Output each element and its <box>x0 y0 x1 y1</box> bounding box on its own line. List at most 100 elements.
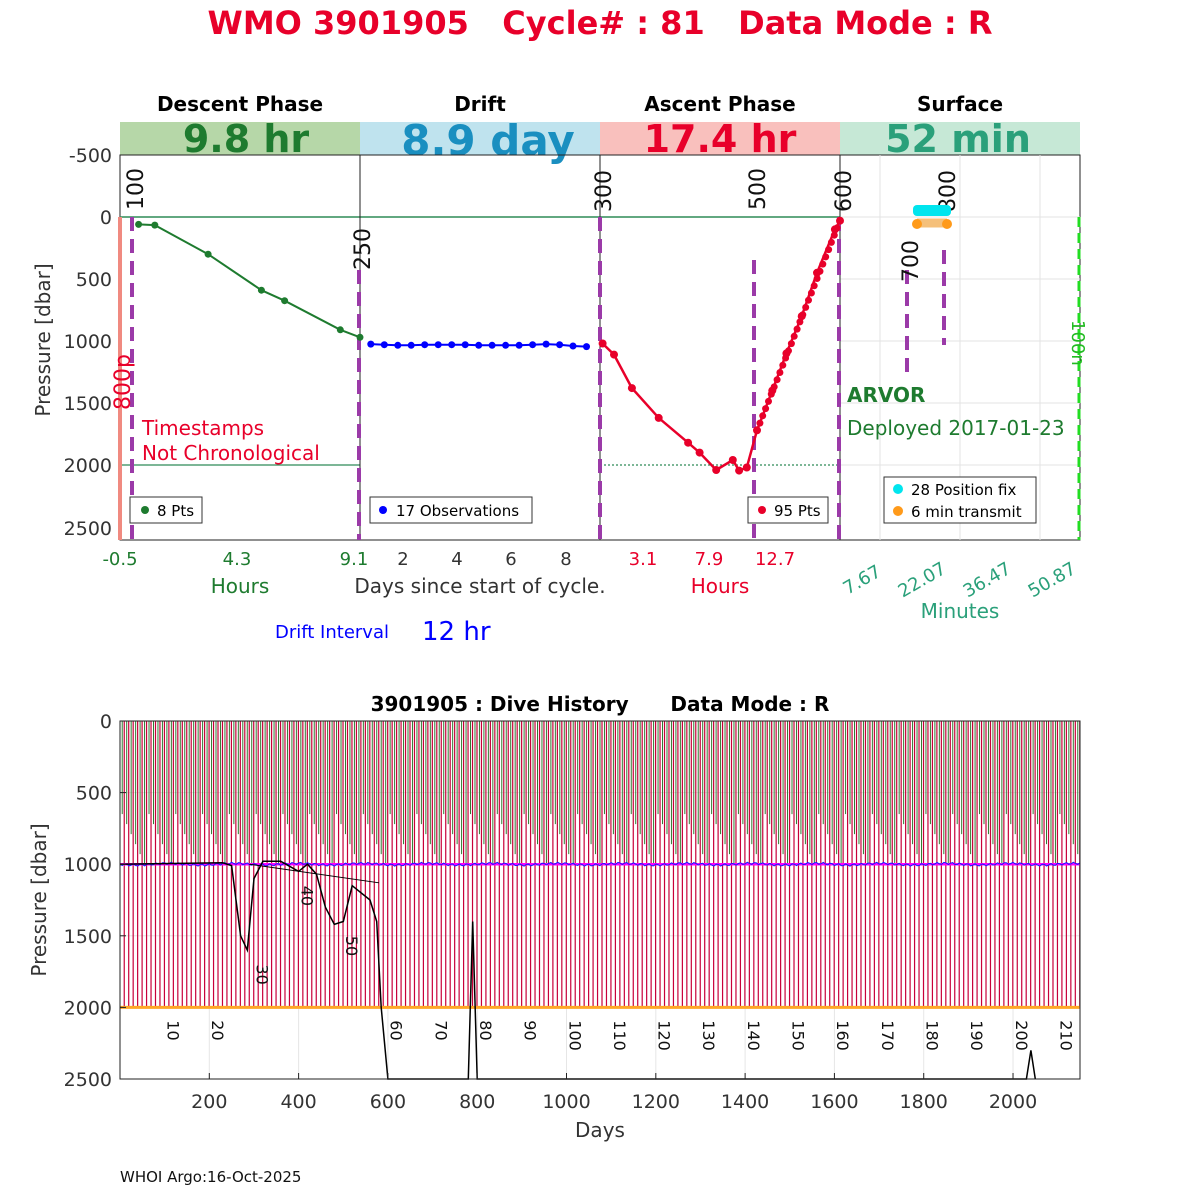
ascent-duration: 17.4 hr <box>644 117 797 161</box>
ascent-point <box>756 419 764 427</box>
transmit-point <box>912 219 922 229</box>
cycle-label: 90 <box>521 1020 540 1040</box>
history-ytick: 0 <box>100 711 112 733</box>
cycle-label: 110 <box>610 1020 629 1051</box>
history-title: 3901905 : Dive History Data Mode : R <box>371 692 830 716</box>
ascent-point <box>782 354 790 362</box>
history-ytick: 2500 <box>64 1069 112 1091</box>
history-xtick: 1000 <box>542 1091 590 1113</box>
ascent-line <box>601 220 842 473</box>
history-axes-frame <box>119 720 1081 1080</box>
history-xtick: 1800 <box>900 1091 948 1113</box>
cycle-label: 30 <box>253 964 272 984</box>
descent-point <box>204 250 212 258</box>
drift-point <box>448 341 456 349</box>
top-ytick: 500 <box>76 269 112 291</box>
history-y-axis: 0 500 1000 1500 2000 2500 <box>64 711 126 1091</box>
timestamps-note: Timestamps <box>141 416 264 440</box>
descent-point <box>336 326 344 334</box>
drift-point <box>407 341 415 349</box>
drift-point <box>488 341 496 349</box>
surface-xtick: 36.47 <box>960 558 1015 602</box>
descent-xtick: 4.3 <box>223 549 252 570</box>
history-black-trace <box>119 860 1037 1080</box>
cycle-label: 140 <box>744 1020 763 1051</box>
top-ylabel: Pressure [dbar] <box>31 263 55 416</box>
ascent-point <box>810 282 818 290</box>
ascent-point <box>807 289 815 297</box>
phase-title-surface: Surface <box>917 92 1003 116</box>
history-xtick: 1200 <box>632 1091 680 1113</box>
surface-xtick: 22.07 <box>895 558 950 602</box>
black-trace-segment <box>249 863 380 884</box>
descent-xtick: -0.5 <box>102 549 137 570</box>
salmon-bar <box>118 217 122 540</box>
surface-xlabel: Minutes <box>921 599 1000 623</box>
ascent-point <box>728 456 737 464</box>
descent-band <box>120 122 360 155</box>
ascent-point <box>799 311 807 319</box>
history-ylabel: Pressure [dbar] <box>27 823 51 976</box>
drift-legend-text: 17 Observations <box>396 502 519 520</box>
ascent-xtick: 7.9 <box>695 549 724 570</box>
cycle-label: 210 <box>1056 1020 1075 1051</box>
ascent-point <box>827 238 835 246</box>
cycle-label: 190 <box>967 1020 986 1051</box>
drift-xlabel: Days since start of cycle. <box>354 574 605 598</box>
ascent-xtick: 12.7 <box>755 549 795 570</box>
history-xtick: 800 <box>459 1091 495 1113</box>
ascent-point <box>773 376 781 384</box>
cycle-label: 100 <box>565 1020 584 1051</box>
ascent-point <box>684 438 693 447</box>
cycle-label: 170 <box>878 1020 897 1051</box>
marker-800p: 800p <box>111 354 136 410</box>
marker-labels: 100 250 300 500 600 700 800 800p 100n <box>111 168 1088 410</box>
descent-line <box>138 223 361 339</box>
ascent-point <box>742 463 751 472</box>
footer-credit: WHOI Argo:16-Oct-2025 <box>120 1168 301 1186</box>
ascent-point <box>796 318 804 326</box>
phase-title-descent: Descent Phase <box>157 92 323 116</box>
history-xtick: 400 <box>280 1091 316 1113</box>
drift-interval-value: 12 hr <box>422 617 491 647</box>
cycle-label: 160 <box>833 1020 852 1051</box>
descent-point <box>257 286 265 294</box>
phase-title-drift: Drift <box>454 92 506 116</box>
marker-600: 600 <box>832 170 857 212</box>
surface-xtick: 50.87 <box>1025 558 1080 602</box>
surface-legend-fix: 28 Position fix <box>911 481 1016 499</box>
drift-point <box>380 341 388 349</box>
cycle-label: 180 <box>923 1020 942 1051</box>
drift-point <box>421 341 429 349</box>
cycle-label: 50 <box>342 936 361 956</box>
descent-series <box>135 220 364 341</box>
ascent-point <box>627 384 636 393</box>
history-ytick: 1000 <box>64 854 112 876</box>
ascent-legend: 95 Pts <box>747 496 829 524</box>
ascent-point <box>833 224 841 232</box>
ascent-point <box>610 350 618 359</box>
drift-point <box>394 341 402 349</box>
drift-point <box>583 343 590 351</box>
top-ytick: 1500 <box>64 393 112 415</box>
descent-point <box>151 221 159 229</box>
history-xtick: 600 <box>370 1091 406 1113</box>
ascent-point <box>712 466 721 474</box>
drift-xtick: 4 <box>451 549 462 570</box>
surface-grid <box>840 155 1080 540</box>
ascent-point <box>825 246 833 254</box>
ascent-point <box>598 339 607 348</box>
drift-duration: 8.9 day <box>401 116 575 165</box>
drift-legend: 17 Observations <box>369 496 533 524</box>
descent-point <box>281 297 289 305</box>
history-cycle-labels: 10 20 30 40 50 60 70 80 90 100 110 120 130 140 150 160 1… <box>163 886 1075 1051</box>
drift-point <box>475 341 483 349</box>
drift-xtick: 2 <box>397 549 408 570</box>
history-ytick: 2000 <box>64 997 112 1019</box>
cycle-label: 40 <box>297 886 316 906</box>
descent-point <box>135 220 143 228</box>
ascent-point <box>759 412 767 420</box>
cycle-label: 130 <box>699 1020 718 1051</box>
cycle-label: 60 <box>387 1020 406 1040</box>
